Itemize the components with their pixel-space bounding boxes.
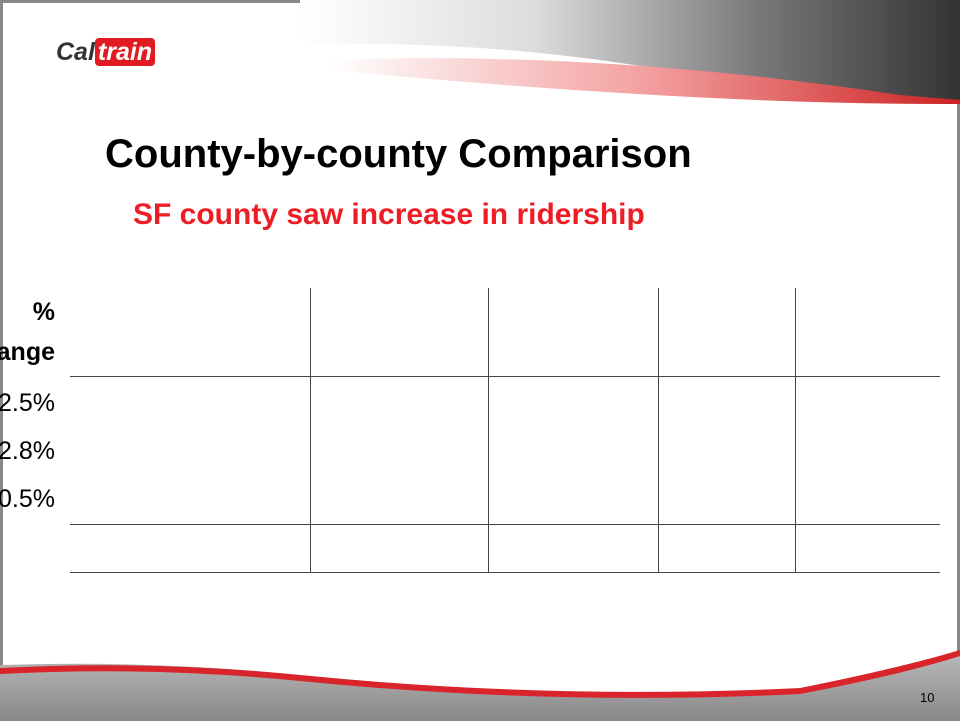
table-cell: 2.5% [0, 389, 55, 418]
row-divider [70, 524, 940, 525]
slide-decoration [0, 0, 960, 721]
page-number: 10 [920, 690, 934, 705]
subtitle: SF county saw increase in ridership [133, 198, 645, 232]
slide: Caltrain County-by-county Comparison SF … [0, 0, 960, 721]
logo-text: train [95, 38, 155, 66]
column-divider [488, 288, 489, 572]
logo-text: Cal [56, 38, 95, 66]
row-divider [70, 376, 940, 377]
row-divider [70, 572, 940, 573]
table-cell: -2.8% [0, 437, 55, 466]
table-cell: -0.5% [0, 485, 55, 514]
column-divider [795, 288, 796, 572]
title: County-by-county Comparison [105, 132, 692, 177]
column-divider [310, 288, 311, 572]
header-text: % [0, 292, 55, 332]
header-cell: %Change [0, 292, 55, 372]
column-divider [658, 288, 659, 572]
header-text: Change [0, 332, 55, 372]
